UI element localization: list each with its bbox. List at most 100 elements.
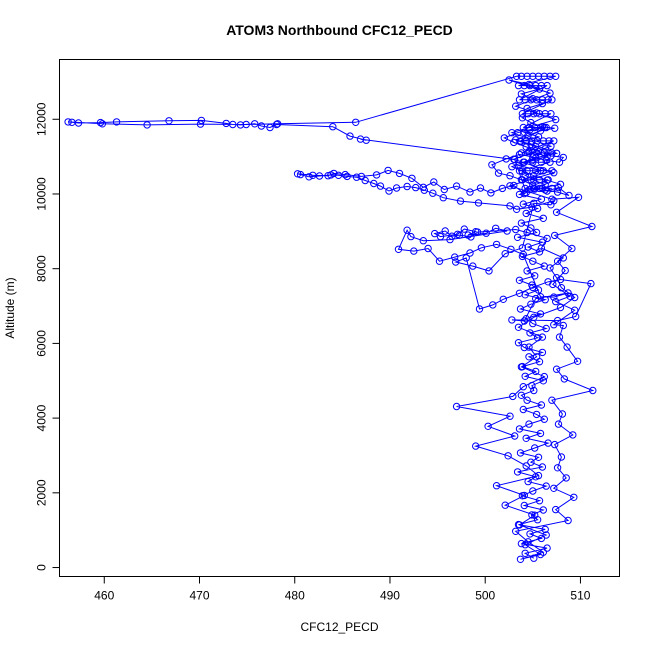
data-point — [501, 250, 509, 258]
data-point — [441, 227, 449, 235]
data-point — [370, 179, 378, 188]
data-point — [517, 391, 526, 399]
data-point — [98, 120, 107, 128]
data-point — [568, 244, 576, 253]
data-point — [504, 452, 512, 460]
data-point — [523, 228, 531, 237]
data-point — [529, 283, 537, 292]
data-point — [519, 405, 527, 414]
data-point — [484, 422, 492, 430]
y-tick-label: 4000 — [35, 404, 49, 431]
data-point — [552, 297, 560, 306]
data-point — [329, 123, 337, 131]
data-point — [272, 120, 281, 129]
data-point — [512, 527, 520, 535]
data-point — [537, 534, 546, 543]
data-point — [539, 377, 547, 385]
data-point — [361, 176, 369, 185]
data-point — [520, 158, 528, 166]
data-point — [460, 225, 468, 233]
data-point — [511, 432, 519, 440]
data-point — [526, 81, 534, 90]
data-point — [538, 99, 547, 108]
data-point — [541, 525, 549, 534]
data-point — [507, 245, 515, 254]
data-point — [522, 209, 530, 218]
data-point — [536, 123, 545, 132]
data-point — [518, 244, 527, 252]
data-point — [482, 229, 490, 237]
data-point — [531, 185, 539, 193]
data-point — [587, 279, 595, 288]
data-point — [489, 301, 497, 309]
data-point — [561, 266, 569, 275]
data-point — [525, 343, 533, 351]
data-point — [508, 163, 516, 171]
data-point — [552, 274, 561, 282]
data-point — [506, 182, 514, 190]
data-point — [513, 233, 522, 242]
data-point — [376, 182, 385, 190]
data-point — [537, 195, 546, 203]
data-point — [535, 497, 544, 505]
data-point — [545, 137, 553, 145]
data-point — [527, 176, 535, 184]
data-point — [525, 353, 533, 361]
data-point — [534, 72, 543, 81]
data-point — [544, 439, 552, 447]
data-point — [538, 333, 547, 341]
data-point — [572, 312, 580, 321]
data-point — [222, 119, 230, 128]
data-point — [520, 189, 528, 198]
data-point — [538, 96, 547, 104]
data-point — [518, 110, 527, 118]
data-point — [357, 172, 366, 181]
data-point — [517, 539, 526, 548]
data-point — [309, 171, 317, 180]
data-point — [516, 305, 525, 313]
data-point — [529, 257, 537, 265]
data-point — [539, 214, 547, 223]
data-point — [519, 383, 527, 391]
data-point — [419, 237, 427, 245]
data-point — [518, 167, 527, 175]
data-point — [539, 137, 547, 145]
data-point — [524, 110, 532, 118]
data-point — [537, 244, 546, 252]
data-point — [534, 453, 543, 461]
data-point — [530, 184, 538, 193]
data-point — [515, 190, 524, 199]
data-point — [530, 554, 538, 562]
data-point — [542, 123, 550, 132]
data-point — [546, 264, 554, 272]
data-point — [410, 247, 418, 255]
data-point — [551, 231, 559, 240]
data-point — [532, 228, 541, 237]
data-point — [533, 334, 542, 342]
data-point — [542, 156, 550, 165]
data-point — [466, 188, 474, 196]
data-point — [532, 149, 541, 157]
data-point — [550, 169, 558, 177]
data-point — [548, 396, 556, 404]
data-point — [514, 339, 523, 347]
data-point — [538, 463, 547, 471]
data-point — [521, 184, 529, 193]
y-tick-label: 8000 — [35, 255, 49, 282]
data-point — [485, 267, 493, 275]
data-point — [196, 120, 205, 128]
data-point — [543, 81, 551, 90]
data-point — [540, 415, 548, 423]
data-point — [439, 194, 447, 202]
data-point — [395, 169, 404, 178]
data-point — [537, 158, 546, 166]
data-point — [492, 224, 500, 233]
data-point — [518, 114, 527, 122]
data-point — [536, 166, 545, 175]
data-point — [552, 115, 560, 124]
data-point — [556, 275, 565, 284]
data-point — [372, 171, 381, 179]
data-point — [526, 329, 534, 337]
x-tick-label: 480 — [285, 589, 305, 603]
data-point — [571, 293, 579, 302]
